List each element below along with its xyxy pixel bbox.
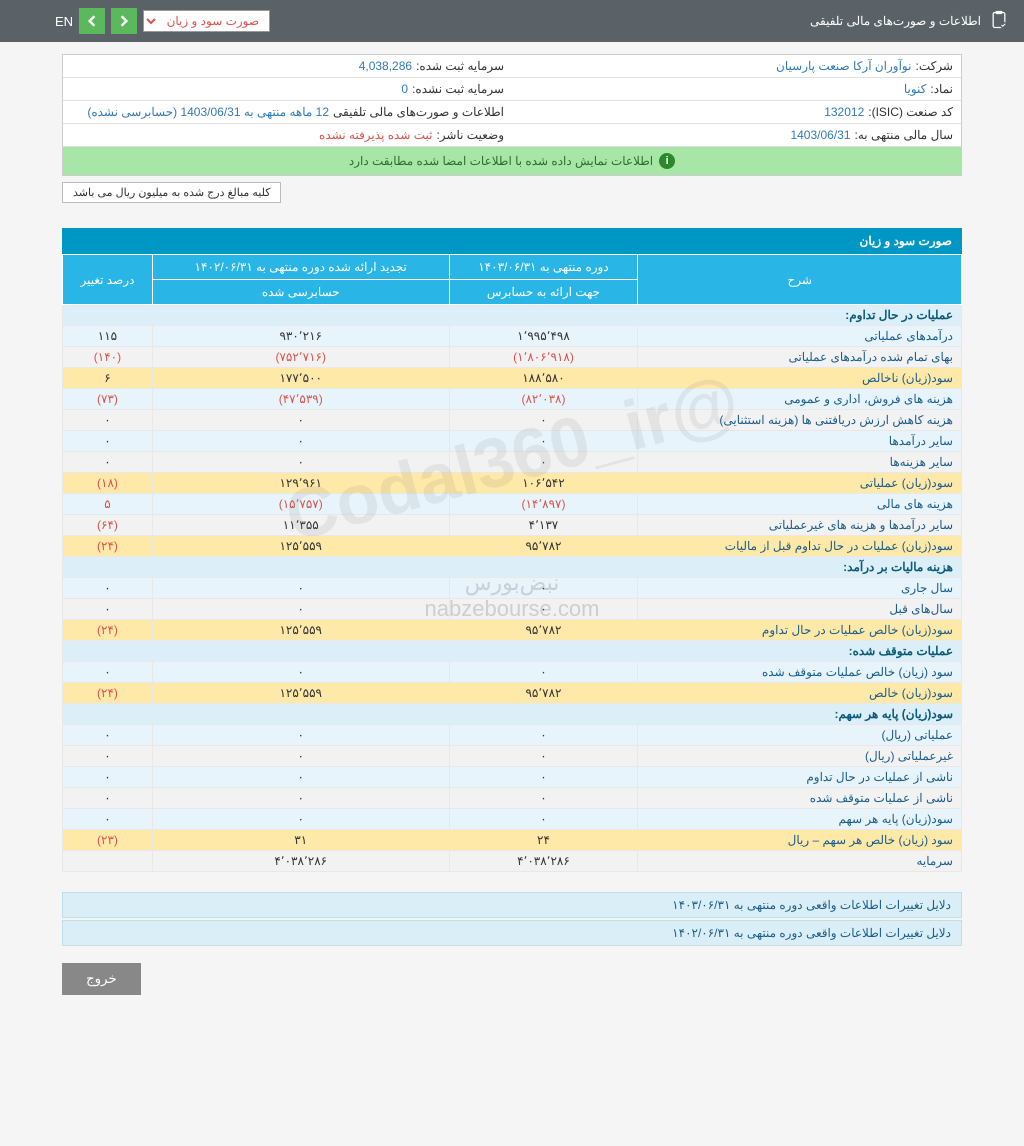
col-sub-prev: حسابرسی شده <box>152 280 449 305</box>
status-value: ثبت شده پذیرفته نشده <box>319 128 432 142</box>
capital-unreg-label: سرمایه ثبت نشده: <box>412 82 504 96</box>
report-type-select[interactable]: صورت سود و زیان <box>143 10 270 32</box>
table-row: سود(زیان) خالص۹۵٬۷۸۲۱۲۵٬۵۵۹(۲۴) <box>63 683 962 704</box>
isic-label: کد صنعت (ISIC): <box>868 105 953 119</box>
footer-reason-1: دلایل تغییرات اطلاعات واقعی دوره منتهی ب… <box>62 892 962 918</box>
table-row: سایر درآمدها و هزینه های غیرعملیاتی۴٬۱۳۷… <box>63 515 962 536</box>
table-row: سود (زیان) خالص عملیات متوقف شده۰۰۰ <box>63 662 962 683</box>
symbol-value: کنویا <box>904 82 927 96</box>
header-title: اطلاعات و صورت‌های مالی تلفیقی <box>810 14 981 28</box>
col-current: دوره منتهی به ۱۴۰۳/۰۶/۳۱ <box>449 255 638 280</box>
financial-table: شرح دوره منتهی به ۱۴۰۳/۰۶/۳۱ تجدید ارائه… <box>62 254 962 872</box>
nav-prev-button[interactable] <box>79 8 105 34</box>
fy-label: سال مالی منتهی به: <box>855 128 953 142</box>
capital-reg-value: 4,038,286 <box>359 59 412 73</box>
table-row: سود (زیان) خالص هر سهم – ریال۲۴۳۱(۲۳) <box>63 830 962 851</box>
top-header: اطلاعات و صورت‌های مالی تلفیقی صورت سود … <box>0 0 1024 42</box>
table-row: سود(زیان) عملیات در حال تداوم قبل از مال… <box>63 536 962 557</box>
table-row: درآمدهای عملیاتی۱٬۹۹۵٬۴۹۸۹۳۰٬۲۱۶۱۱۵ <box>63 326 962 347</box>
table-row: بهای تمام شده درآمدهای عملیاتی(۱٬۸۰۶٬۹۱۸… <box>63 347 962 368</box>
table-row: سود(زیان) عملیاتی۱۰۶٬۵۴۲۱۲۹٬۹۶۱(۱۸) <box>63 473 962 494</box>
clipboard-icon <box>989 10 1009 33</box>
table-row: سال جاری۰۰۰ <box>63 578 962 599</box>
table-row: ناشی از عملیات متوقف شده۰۰۰ <box>63 788 962 809</box>
company-value: نوآوران آرکا صنعت پارسیان <box>776 59 911 73</box>
table-row: سایر هزینه‌ها۰۰۰ <box>63 452 962 473</box>
company-info-box: شرکت: نوآوران آرکا صنعت پارسیان سرمایه ث… <box>62 54 962 176</box>
table-section-header: عملیات متوقف شده: <box>63 641 962 662</box>
report-value: 12 ماهه منتهی به 1403/06/31 (حسابرسی نشد… <box>87 105 329 119</box>
report-label: اطلاعات و صورت‌های مالی تلفیقی <box>333 105 504 119</box>
table-row: عملیاتی (ریال)۰۰۰ <box>63 725 962 746</box>
table-section-header: عملیات در حال تداوم: <box>63 305 962 326</box>
language-button[interactable]: EN <box>55 14 73 29</box>
table-row: ناشی از عملیات در حال تداوم۰۰۰ <box>63 767 962 788</box>
capital-reg-label: سرمایه ثبت شده: <box>416 59 504 73</box>
footer-reasons: دلایل تغییرات اطلاعات واقعی دوره منتهی ب… <box>62 892 962 946</box>
table-section-header: سود(زیان) پایه هر سهم: <box>63 704 962 725</box>
fy-value: 1403/06/31 <box>790 128 850 142</box>
isic-value: 132012 <box>824 105 864 119</box>
status-label: وضعیت ناشر: <box>436 128 504 142</box>
nav-next-button[interactable] <box>111 8 137 34</box>
exit-button[interactable]: خروج <box>62 963 141 995</box>
footer-reason-2: دلایل تغییرات اطلاعات واقعی دوره منتهی ب… <box>62 920 962 946</box>
table-row: سرمایه۴٬۰۳۸٬۲۸۶۴٬۰۳۸٬۲۸۶ <box>63 851 962 872</box>
table-row: سایر درآمدها۰۰۰ <box>63 431 962 452</box>
confirmation-bar: i اطلاعات نمایش داده شده با اطلاعات امضا… <box>63 147 961 175</box>
col-desc: شرح <box>638 255 962 305</box>
symbol-label: نماد: <box>930 82 953 96</box>
table-row: غیرعملیاتی (ریال)۰۰۰ <box>63 746 962 767</box>
table-row: سال‌های قبل۰۰۰ <box>63 599 962 620</box>
table-row: هزینه های فروش، اداری و عمومی(۸۲٬۰۳۸)(۴۷… <box>63 389 962 410</box>
table-row: سود(زیان) ناخالص۱۸۸٬۵۸۰۱۷۷٬۵۰۰۶ <box>63 368 962 389</box>
table-section-header: هزینه مالیات بر درآمد: <box>63 557 962 578</box>
company-label: شرکت: <box>915 59 953 73</box>
table-row: هزینه کاهش ارزش دریافتنی ها (هزینه استثن… <box>63 410 962 431</box>
currency-note: کلیه مبالغ درج شده به میلیون ریال می باش… <box>62 182 281 203</box>
capital-unreg-value: 0 <box>401 82 408 96</box>
info-icon: i <box>659 153 675 169</box>
confirmation-text: اطلاعات نمایش داده شده با اطلاعات امضا ش… <box>349 154 653 168</box>
col-change: درصد تغییر <box>63 255 153 305</box>
table-row: هزینه های مالی(۱۴٬۸۹۷)(۱۵٬۷۵۷)۵ <box>63 494 962 515</box>
table-row: سود(زیان) پایه هر سهم۰۰۰ <box>63 809 962 830</box>
section-title: صورت سود و زیان <box>62 228 962 254</box>
table-row: سود(زیان) خالص عملیات در حال تداوم۹۵٬۷۸۲… <box>63 620 962 641</box>
col-sub-current: جهت ارائه به حسابرس <box>449 280 638 305</box>
col-prev: تجدید ارائه شده دوره منتهی به ۱۴۰۲/۰۶/۳۱ <box>152 255 449 280</box>
